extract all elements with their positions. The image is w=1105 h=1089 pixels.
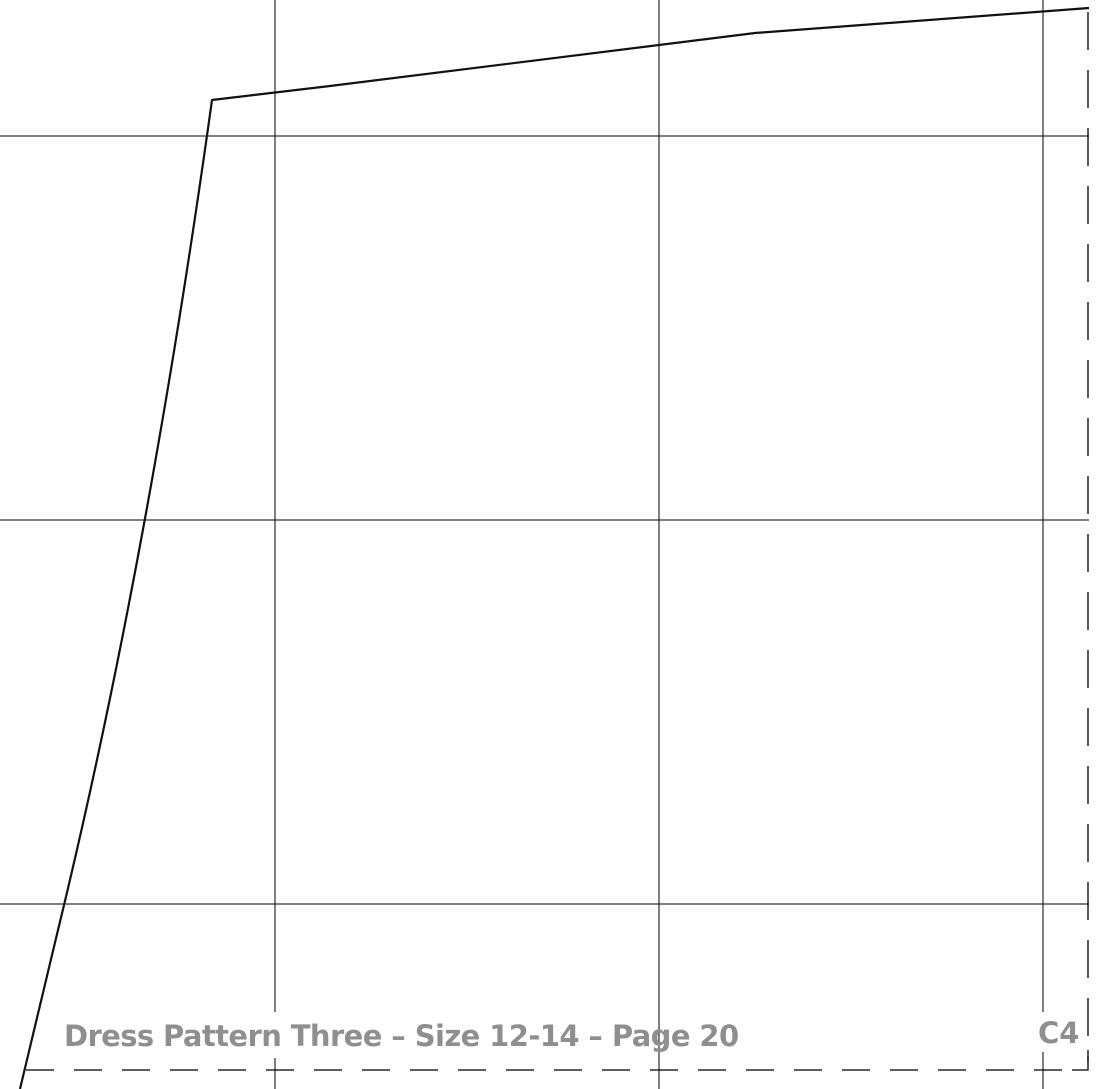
pattern-piece-outline — [18, 6, 1090, 1089]
cut-border-corner — [1072, 1050, 1089, 1071]
cut-border — [26, 12, 1089, 1071]
page-code-knockout — [1036, 1012, 1080, 1052]
footer-title-knockout — [62, 1012, 658, 1058]
page-code: C4 — [1038, 1016, 1080, 1050]
footer-title: Dress Pattern Three – Size 12-14 – Page … — [64, 1019, 739, 1053]
